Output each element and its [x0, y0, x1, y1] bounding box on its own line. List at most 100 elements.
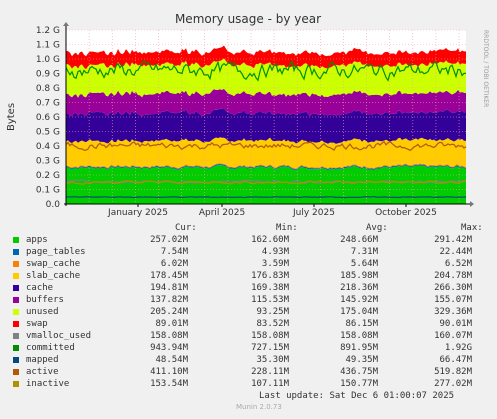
y-tick-label: 0.8 G: [36, 84, 60, 94]
legend-min: 162.60M: [251, 235, 289, 245]
legend-name: page_tables: [26, 247, 86, 257]
y-axis-label: Bytes: [6, 103, 17, 131]
y-tick-labels: 0.0 0.1 G 0.2 G 0.3 G 0.4 G 0.5 G 0.6 G 0.7 G 0.…: [36, 26, 60, 210]
legend-max: 277.02M: [434, 379, 472, 389]
legend-swatch: [13, 321, 19, 327]
series-areas: [66, 45, 466, 204]
legend-cur: 411.10M: [150, 367, 188, 377]
legend-cur: 6.02M: [160, 259, 188, 269]
x-tick-label: July 2025: [292, 208, 335, 218]
legend-row-active: active 411.10M 228.11M 436.75M 519.82M: [13, 367, 493, 379]
line-committed: [65, 59, 466, 82]
line-inactive: [65, 180, 467, 185]
legend-swatch: [13, 369, 19, 375]
x-axis-arrow: [470, 201, 474, 207]
legend-avg: 86.15M: [345, 319, 378, 329]
legend-max: 155.07M: [434, 295, 472, 305]
y-tick-label: 1.0 G: [36, 55, 60, 65]
legend-name: active: [26, 367, 59, 377]
legend-min: 107.11M: [251, 379, 289, 389]
legend-min: 35.30M: [256, 355, 289, 365]
legend-max: 519.82M: [434, 367, 472, 377]
area-buffers: [66, 88, 466, 117]
legend-name: swap: [26, 319, 48, 329]
legend-cur: 137.82M: [150, 295, 188, 305]
legend-swatch: [13, 261, 19, 267]
legend-cur: 48.54M: [155, 355, 188, 365]
y-tick-label: 0.2 G: [36, 171, 60, 181]
legend-name: vmalloc_used: [26, 331, 92, 341]
x-tick-label: January 2025: [107, 208, 168, 218]
legend-max: 6.52M: [444, 259, 472, 269]
legend-row-unused: unused 205.24M 93.25M 175.04M 329.36M: [13, 307, 493, 319]
legend-row-buffers: buffers 137.82M 115.53M 145.92M 155.07M: [13, 295, 493, 307]
legend-swatch: [13, 249, 19, 255]
legend-name: committed: [26, 343, 75, 353]
legend-min: 3.59M: [261, 259, 289, 269]
y-tick-label: 0.9 G: [36, 70, 60, 80]
legend-row-swap-cache: swap_cache 6.02M 3.59M 5.64M 6.52M: [13, 259, 493, 271]
side-label: RRDTOOL / TOBI OETIKER: [482, 30, 489, 107]
legend-min: 169.38M: [251, 283, 289, 293]
legend-header-max: Max:: [461, 223, 483, 233]
legend-swatch: [13, 237, 19, 243]
legend-avg: 185.98M: [340, 271, 378, 281]
legend-avg: 150.77M: [340, 379, 378, 389]
legend-min: 93.25M: [256, 307, 289, 317]
legend-row-committed: committed 943.94M 727.15M 891.95M 1.92G: [13, 343, 493, 355]
chart-title: Memory usage - by year: [175, 12, 321, 26]
legend-max: 291.42M: [434, 235, 472, 245]
legend-row-apps: apps 257.02M 162.60M 248.66M 291.42M: [13, 235, 493, 247]
legend-avg: 7.31M: [350, 247, 378, 257]
legend-cur: 89.01M: [155, 319, 188, 329]
legend-header-avg: Avg:: [366, 223, 388, 233]
legend-max: 22.44M: [439, 247, 472, 257]
y-tick-label: 0.5 G: [36, 128, 60, 138]
y-tick-label: 0.6 G: [36, 113, 60, 123]
legend-swatch: [13, 345, 19, 351]
line-active: [65, 140, 467, 152]
legend-name: buffers: [26, 295, 64, 305]
legend-row-mapped: mapped 48.54M 35.30M 49.35M 66.47M: [13, 355, 493, 367]
legend-max: 204.78M: [434, 271, 472, 281]
y-axis-arrow: [63, 22, 69, 26]
legend-name: apps: [26, 235, 48, 245]
legend-row-vmalloc-used: vmalloc_used 158.08M 158.08M 158.08M 160.07M: [13, 331, 493, 343]
legend-min: 115.53M: [251, 295, 289, 305]
legend-avg: 218.36M: [340, 283, 378, 293]
generator-label: Munin 2.0.73: [236, 403, 282, 411]
y-tick-label: 0.0: [46, 200, 61, 210]
legend-name: swap_cache: [26, 259, 81, 269]
y-tick-label: 0.1 G: [36, 186, 60, 196]
legend-min: 158.08M: [251, 331, 289, 341]
grid-lines: [65, 29, 466, 205]
legend-avg: 49.35M: [345, 355, 378, 365]
area-swap: [66, 45, 466, 70]
legend-row-page-tables: page_tables 7.54M 4.93M 7.31M 22.44M: [13, 247, 493, 259]
y-tick-label: 1.2 G: [36, 26, 60, 36]
y-tick-label: 0.4 G: [36, 142, 60, 152]
legend-max: 266.30M: [434, 283, 472, 293]
y-tick-label: 0.7 G: [36, 99, 60, 109]
legend-max: 1.92G: [444, 343, 472, 353]
legend-cur: 153.54M: [150, 379, 188, 389]
legend-swatch: [13, 309, 19, 315]
legend-swatch: [13, 285, 19, 291]
legend-row-inactive: inactive 153.54M 107.11M 150.77M 277.02M: [13, 379, 493, 391]
legend-max: 66.47M: [439, 355, 472, 365]
legend-cur: 7.54M: [160, 247, 188, 257]
legend-name: slab_cache: [26, 271, 81, 281]
legend-avg: 436.75M: [340, 367, 378, 377]
y-tick-label: 0.3 G: [36, 157, 60, 167]
legend-cur: 158.08M: [150, 331, 188, 341]
legend-cur: 257.02M: [150, 235, 188, 245]
legend-row-swap: swap 89.01M 83.52M 86.15M 90.01M: [13, 319, 493, 331]
legend-cur: 194.81M: [150, 283, 188, 293]
legend-row-slab-cache: slab_cache 178.45M 176.83M 185.98M 204.78M: [13, 271, 493, 283]
legend-min: 228.11M: [251, 367, 289, 377]
overlay-lines: [65, 59, 467, 199]
legend-min: 83.52M: [256, 319, 289, 329]
x-tick-label: April 2025: [199, 208, 245, 218]
x-tick-label: October 2025: [375, 208, 437, 218]
legend-cur: 205.24M: [150, 307, 188, 317]
